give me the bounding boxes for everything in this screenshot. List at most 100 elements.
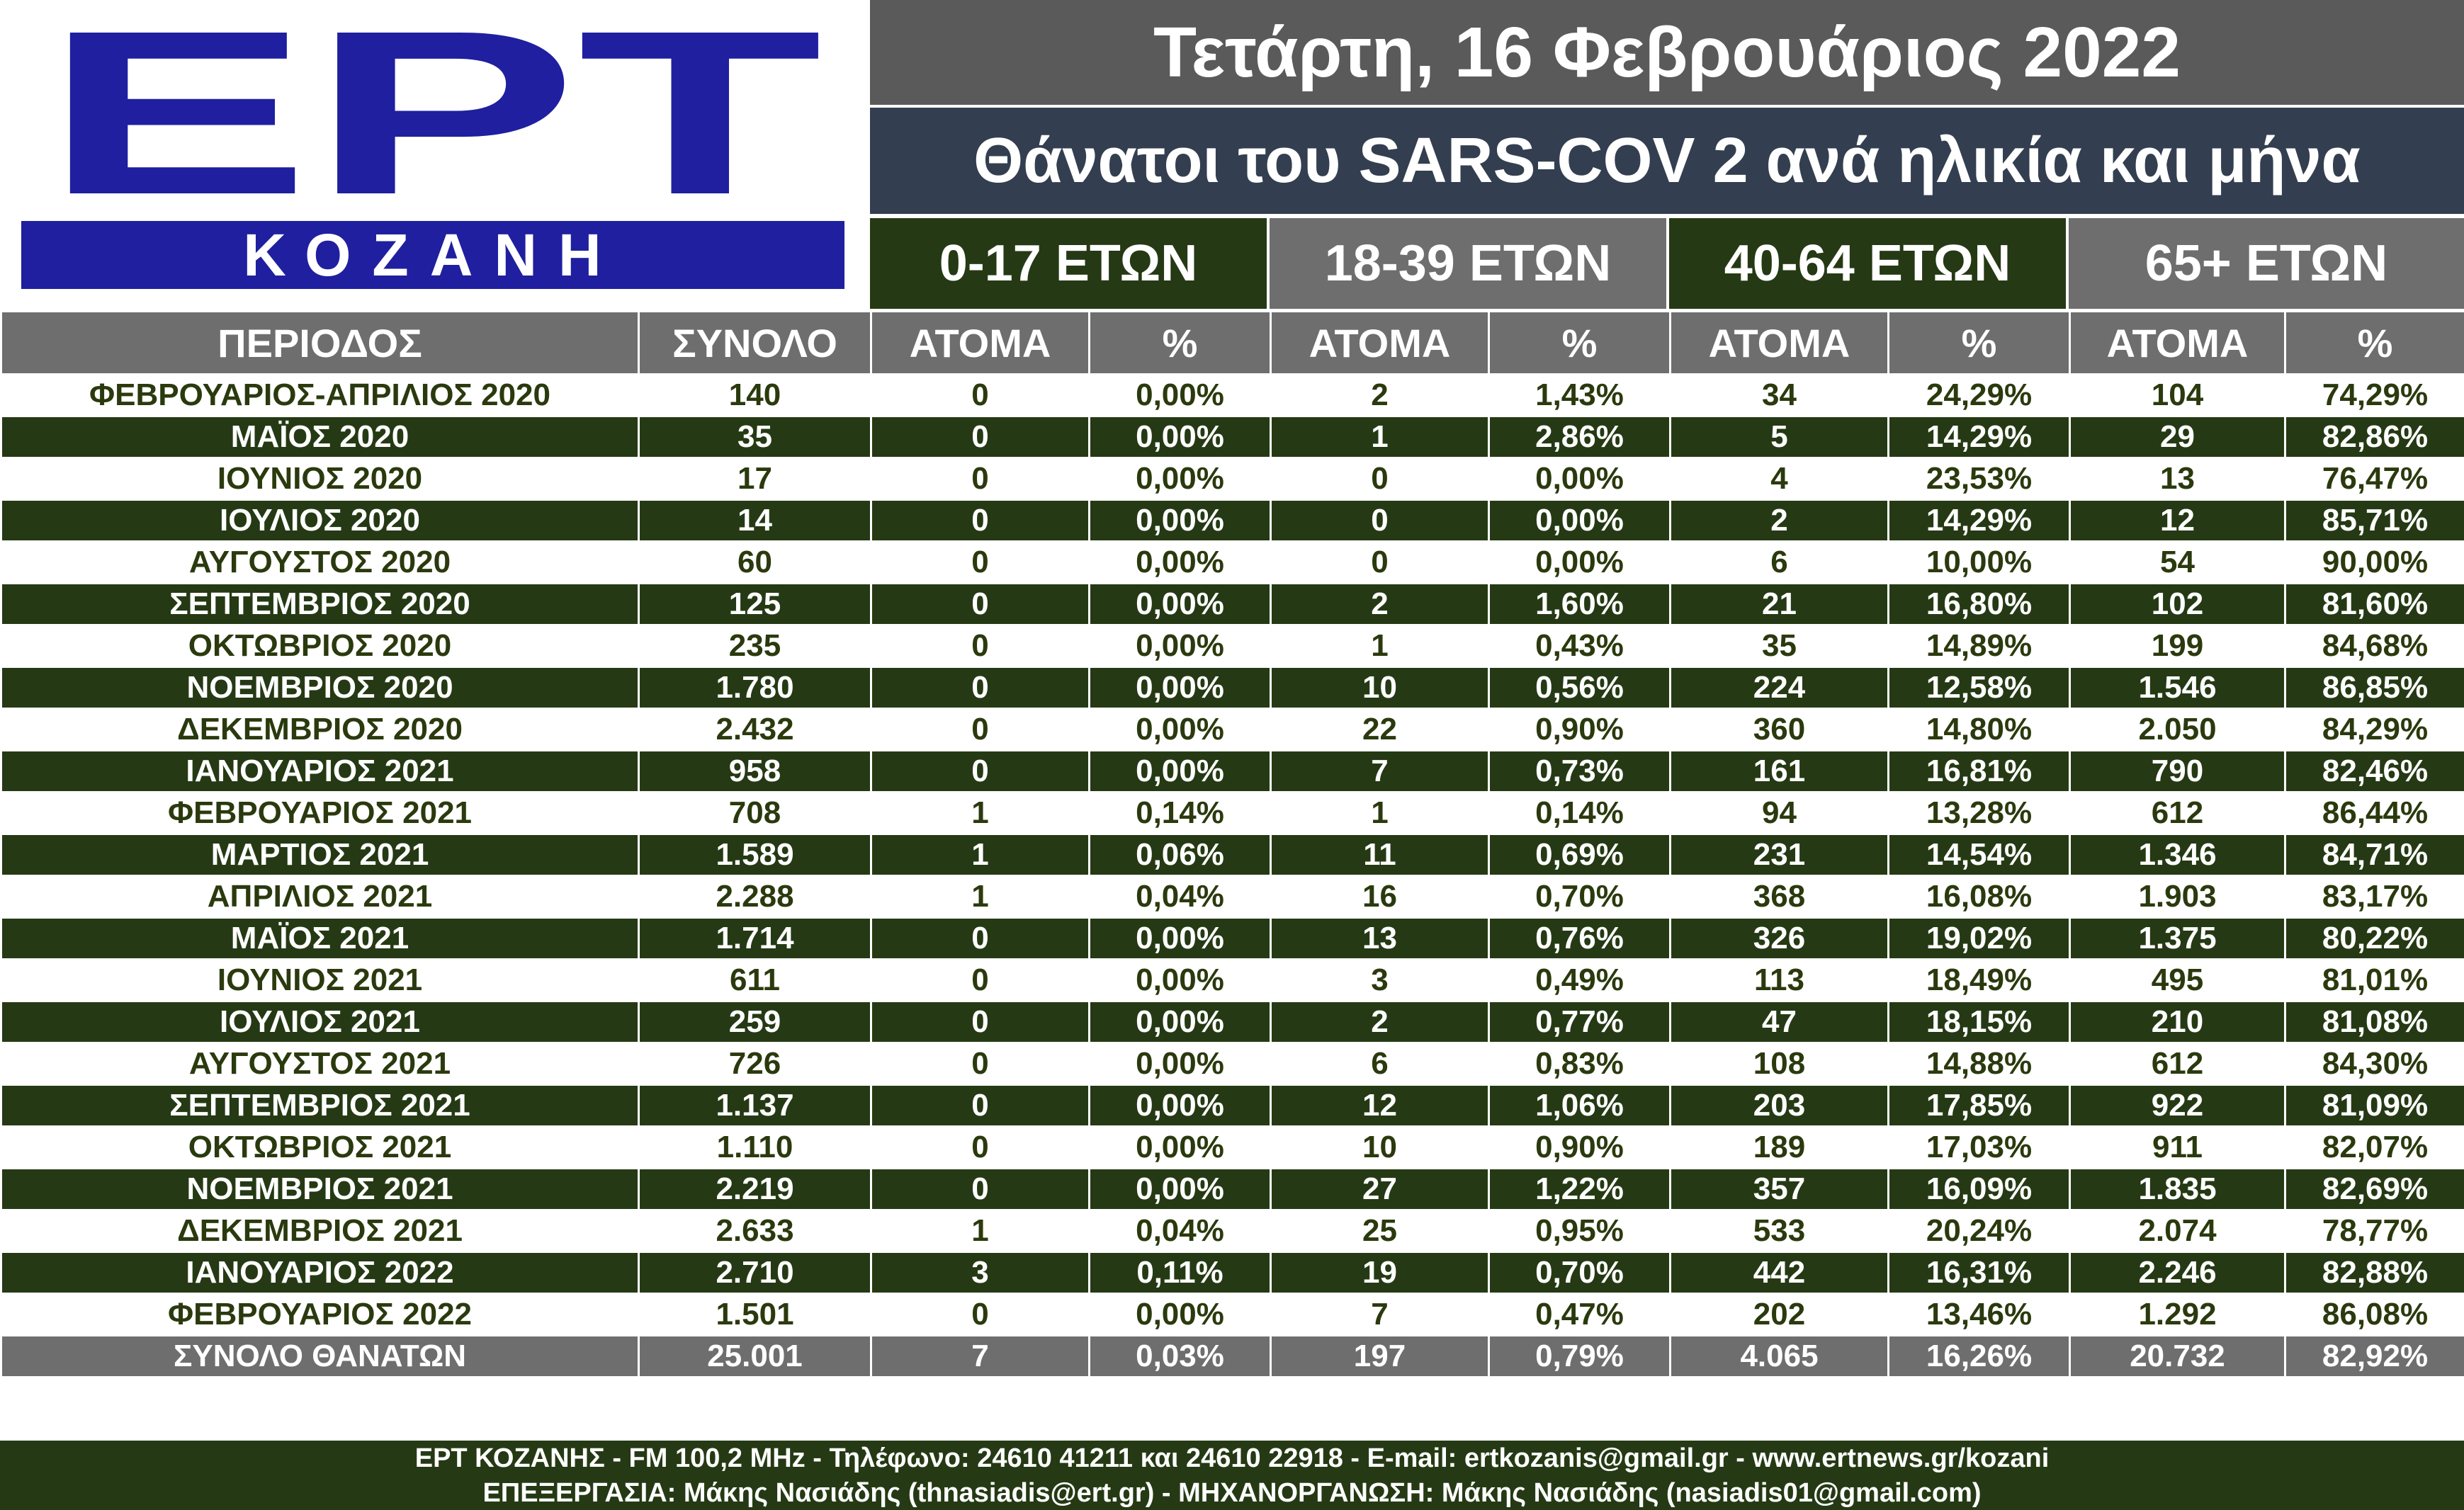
cell-age-40-64-persons: 2: [1669, 499, 1889, 543]
cell-age-18-39-persons: 0: [1270, 499, 1490, 543]
total-age-40-64-percent: 16,26%: [1887, 1334, 2071, 1378]
cell-age-65-plus-persons: 29: [2069, 415, 2286, 459]
cell-age-18-39-percent: 0,00%: [1488, 457, 1671, 501]
table-row: ΔΕΚΕΜΒΡΙΟΣ 2021 2.633 1 0,04% 25 0,95% 533 20,2…: [0, 1209, 2464, 1253]
cell-age-40-64-persons: 202: [1669, 1293, 1889, 1336]
cell-age-18-39-persons: 10: [1270, 666, 1490, 710]
cell-age-40-64-persons: 357: [1669, 1167, 1889, 1211]
cell-age-0-17-persons: 1: [870, 791, 1090, 835]
cell-total: 2.710: [638, 1251, 872, 1295]
cell-age-65-plus-persons: 612: [2069, 1042, 2286, 1086]
cell-age-0-17-percent: 0,00%: [1088, 373, 1272, 417]
cell-age-40-64-persons: 21: [1669, 582, 1889, 626]
cell-age-18-39-percent: 0,00%: [1488, 540, 1671, 584]
cell-age-18-39-percent: 0,70%: [1488, 875, 1671, 919]
cell-age-65-plus-percent: 84,29%: [2284, 708, 2464, 751]
cell-age-40-64-persons: 231: [1669, 833, 1889, 877]
cell-age-18-39-percent: 1,43%: [1488, 373, 1671, 417]
cell-age-0-17-persons: 0: [870, 708, 1090, 751]
logo-letters-text: ΕΡΤ: [43, 13, 823, 218]
cell-age-0-17-percent: 0,00%: [1088, 1042, 1272, 1086]
cell-total: 1.714: [638, 916, 872, 960]
cell-age-40-64-percent: 19,02%: [1887, 916, 2071, 960]
age-group-label: 65+ ΕΤΩΝ: [2144, 235, 2388, 292]
cell-age-65-plus-persons: 104: [2069, 373, 2286, 417]
col-header-percent: %: [1488, 310, 1671, 375]
cell-age-65-plus-persons: 54: [2069, 540, 2286, 584]
cell-age-40-64-percent: 24,29%: [1887, 373, 2071, 417]
cell-age-40-64-percent: 12,58%: [1887, 666, 2071, 710]
cell-age-40-64-persons: 203: [1669, 1084, 1889, 1128]
cell-age-18-39-persons: 13: [1270, 916, 1490, 960]
cell-age-18-39-percent: 0,95%: [1488, 1209, 1671, 1253]
cell-age-18-39-percent: 0,70%: [1488, 1251, 1671, 1295]
cell-age-65-plus-persons: 922: [2069, 1084, 2286, 1128]
cell-total: 611: [638, 958, 872, 1002]
cell-age-40-64-percent: 16,80%: [1887, 582, 2071, 626]
table-row: ΣΕΠΤΕΜΒΡΙΟΣ 2020 125 0 0,00% 2 1,60% 21 16,80% 1…: [0, 582, 2464, 626]
total-age-40-64-persons: 4.065: [1669, 1334, 1889, 1378]
cell-age-65-plus-percent: 86,85%: [2284, 666, 2464, 710]
cell-age-65-plus-percent: 81,60%: [2284, 582, 2464, 626]
cell-total: 1.110: [638, 1125, 872, 1169]
cell-age-18-39-percent: 0,76%: [1488, 916, 1671, 960]
cell-age-0-17-persons: 0: [870, 1042, 1090, 1086]
cell-period: ΑΥΓΟΥΣΤΟΣ 2020: [0, 540, 640, 584]
cell-age-0-17-percent: 0,00%: [1088, 1125, 1272, 1169]
cell-age-0-17-persons: 0: [870, 958, 1090, 1002]
cell-age-0-17-persons: 0: [870, 749, 1090, 793]
cell-age-18-39-percent: 0,00%: [1488, 499, 1671, 543]
cell-total: 140: [638, 373, 872, 417]
cell-age-18-39-persons: 0: [1270, 540, 1490, 584]
table-row: ΙΟΥΝΙΟΣ 2020 17 0 0,00% 0 0,00% 4 23,53% 13 76,47…: [0, 457, 2464, 501]
logo-city-text: ΚΟΖΑΝΗ: [243, 221, 623, 288]
cell-age-0-17-percent: 0,00%: [1088, 916, 1272, 960]
table-row: ΦΕΒΡΟΥΑΡΙΟΣ 2022 1.501 0 0,00% 7 0,47% 202 13,4…: [0, 1293, 2464, 1336]
cell-age-18-39-persons: 2: [1270, 582, 1490, 626]
cell-age-0-17-persons: 0: [870, 1293, 1090, 1336]
cell-age-40-64-percent: 14,89%: [1887, 624, 2071, 668]
cell-age-40-64-persons: 326: [1669, 916, 1889, 960]
cell-age-65-plus-percent: 76,47%: [2284, 457, 2464, 501]
date-text: Τετάρτη, 16 Φεβρουάριος 2022: [1153, 12, 2181, 92]
cell-age-18-39-percent: 0,90%: [1488, 708, 1671, 751]
cell-period: ΝΟΕΜΒΡΙΟΣ 2020: [0, 666, 640, 710]
cell-age-65-plus-percent: 86,44%: [2284, 791, 2464, 835]
cell-total: 1.780: [638, 666, 872, 710]
total-age-65-plus-percent: 82,92%: [2284, 1334, 2464, 1378]
cell-age-0-17-percent: 0,00%: [1088, 457, 1272, 501]
cell-age-65-plus-persons: 612: [2069, 791, 2286, 835]
cell-age-18-39-persons: 1: [1270, 624, 1490, 668]
table-row: ΙΟΥΝΙΟΣ 2021 611 0 0,00% 3 0,49% 113 18,49% 495 8…: [0, 958, 2464, 1002]
cell-age-65-plus-percent: 81,08%: [2284, 1000, 2464, 1044]
cell-age-0-17-percent: 0,14%: [1088, 791, 1272, 835]
cell-age-0-17-persons: 0: [870, 582, 1090, 626]
cell-age-40-64-persons: 533: [1669, 1209, 1889, 1253]
cell-age-40-64-persons: 35: [1669, 624, 1889, 668]
cell-total: 2.432: [638, 708, 872, 751]
table-row: ΜΑΪΟΣ 2021 1.714 0 0,00% 13 0,76% 326 19,02% 1.3…: [0, 916, 2464, 960]
cell-age-18-39-percent: 1,60%: [1488, 582, 1671, 626]
cell-age-65-plus-percent: 82,69%: [2284, 1167, 2464, 1211]
table-row: ΣΕΠΤΕΜΒΡΙΟΣ 2021 1.137 0 0,00% 12 1,06% 203 17,…: [0, 1084, 2464, 1128]
cell-age-65-plus-persons: 1.546: [2069, 666, 2286, 710]
cell-age-0-17-percent: 0,11%: [1088, 1251, 1272, 1295]
cell-age-0-17-persons: 0: [870, 666, 1090, 710]
cell-age-40-64-persons: 94: [1669, 791, 1889, 835]
table-header-row: ΠΕΡΙΟΔΟΣ ΣΥΝΟΛΟ ΑΤΟΜΑ % ΑΤΟΜΑ % ΑΤΟΜΑ % …: [0, 310, 2464, 375]
table-row: ΙΑΝΟΥΑΡΙΟΣ 2022 2.710 3 0,11% 19 0,70% 442 16,3…: [0, 1251, 2464, 1295]
table-row: ΑΥΓΟΥΣΤΟΣ 2021 726 0 0,00% 6 0,83% 108 14,88% 61…: [0, 1042, 2464, 1086]
cell-age-65-plus-percent: 90,00%: [2284, 540, 2464, 584]
cell-age-65-plus-percent: 82,86%: [2284, 415, 2464, 459]
cell-age-65-plus-persons: 1.292: [2069, 1293, 2286, 1336]
cell-age-18-39-persons: 0: [1270, 457, 1490, 501]
cell-age-0-17-persons: 0: [870, 499, 1090, 543]
title-header: Θάνατοι του SARS-COV 2 ανά ηλικία και μή…: [870, 108, 2464, 214]
cell-age-65-plus-percent: 74,29%: [2284, 373, 2464, 417]
cell-age-65-plus-persons: 199: [2069, 624, 2286, 668]
cell-age-65-plus-percent: 82,88%: [2284, 1251, 2464, 1295]
cell-age-40-64-percent: 16,09%: [1887, 1167, 2071, 1211]
cell-age-18-39-percent: 0,49%: [1488, 958, 1671, 1002]
cell-age-65-plus-persons: 12: [2069, 499, 2286, 543]
cell-age-0-17-persons: 0: [870, 624, 1090, 668]
